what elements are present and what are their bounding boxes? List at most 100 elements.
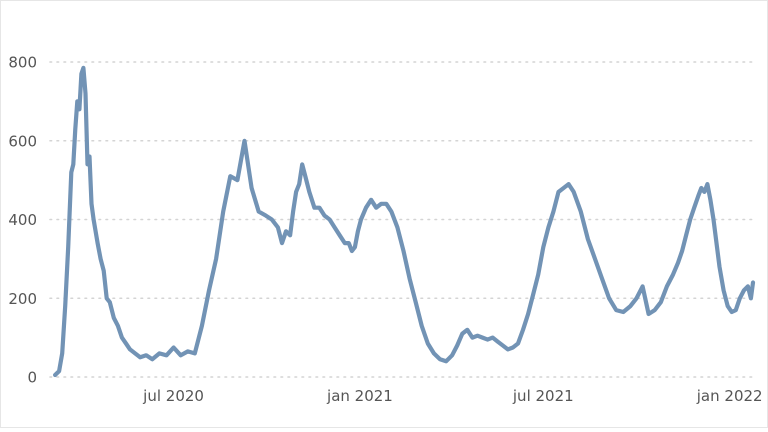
- data-point: [96, 241, 99, 245]
- data-point: [57, 369, 61, 373]
- data-point: [709, 198, 712, 201]
- data-point: [693, 206, 696, 209]
- data-point: [222, 210, 225, 213]
- data-point: [712, 218, 715, 221]
- data-point: [338, 234, 341, 237]
- y-tick-label: 800: [8, 54, 37, 72]
- data-point: [82, 66, 85, 70]
- data-point: [133, 352, 137, 355]
- data-point: [165, 354, 168, 357]
- series-line: [53, 65, 756, 378]
- x-tick-label: jan 2022: [696, 387, 763, 405]
- data-point: [562, 186, 565, 190]
- data-point: [298, 182, 301, 186]
- data-point: [742, 289, 746, 292]
- data-point: [99, 257, 102, 261]
- data-point: [308, 190, 311, 194]
- data-point: [375, 206, 378, 209]
- data-point: [288, 234, 292, 237]
- x-tick-label: jul 2020: [142, 387, 204, 405]
- data-point: [481, 336, 484, 339]
- data-point: [116, 324, 120, 327]
- data-point: [426, 342, 429, 345]
- data-point: [94, 230, 97, 233]
- data-point: [304, 175, 307, 178]
- data-point: [280, 241, 284, 245]
- data-point: [456, 344, 459, 347]
- data-point: [486, 338, 489, 341]
- data-point: [264, 214, 267, 217]
- data-point: [257, 210, 260, 213]
- data-point: [537, 273, 540, 276]
- data-point: [328, 218, 331, 221]
- gridlines: [49, 61, 756, 378]
- data-point: [90, 202, 93, 205]
- data-point: [718, 265, 721, 268]
- data-point: [547, 226, 550, 229]
- data-point: [496, 340, 499, 343]
- data-point: [751, 281, 755, 284]
- data-point: [734, 308, 737, 312]
- data-point: [128, 348, 132, 351]
- data-point: [63, 304, 67, 308]
- data-point: [369, 198, 373, 201]
- data-point: [746, 285, 750, 288]
- data-point: [86, 163, 89, 166]
- data-point: [72, 163, 75, 166]
- data-point: [501, 344, 504, 347]
- y-tick-label: 400: [8, 211, 37, 229]
- data-point: [313, 206, 316, 209]
- data-point: [108, 301, 112, 304]
- data-point: [402, 249, 405, 253]
- data-point: [207, 289, 211, 292]
- data-point: [172, 346, 175, 349]
- data-point: [684, 234, 688, 237]
- data-point: [214, 257, 218, 261]
- data-point: [726, 304, 729, 308]
- data-point: [521, 328, 525, 331]
- y-tick-label: 0: [27, 369, 37, 387]
- y-tick-label: 200: [8, 290, 37, 308]
- data-point: [586, 238, 590, 241]
- data-point: [697, 194, 700, 198]
- data-point: [659, 301, 662, 304]
- data-point: [680, 249, 684, 253]
- data-point: [347, 241, 350, 245]
- data-point: [622, 310, 625, 314]
- data-point: [70, 171, 73, 174]
- data-point: [102, 269, 105, 272]
- data-point: [722, 289, 725, 292]
- data-point: [476, 334, 479, 337]
- y-axis-ticks: 0 200 400 600 800: [8, 54, 37, 387]
- data-point: [749, 297, 753, 300]
- x-axis-ticks: jul 2020 jan 2021 jul 2021 jan 2022: [142, 387, 762, 405]
- data-point: [318, 206, 321, 209]
- data-point: [124, 342, 128, 345]
- data-point: [567, 182, 570, 186]
- data-point: [80, 72, 83, 76]
- data-point: [557, 190, 560, 194]
- data-point: [715, 241, 718, 245]
- data-point: [466, 328, 469, 331]
- data-point: [151, 358, 154, 361]
- data-point: [396, 226, 399, 229]
- data-point: [689, 218, 692, 221]
- data-point: [450, 354, 454, 357]
- data-point: [471, 336, 474, 339]
- data-point: [647, 312, 650, 316]
- data-point: [145, 354, 148, 357]
- data-point: [356, 230, 360, 233]
- data-point: [414, 301, 417, 304]
- data-point: [526, 312, 530, 316]
- data-point: [353, 245, 357, 249]
- data-point: [61, 352, 64, 355]
- data-point: [491, 336, 494, 339]
- data-point: [74, 127, 77, 131]
- data-point: [665, 285, 669, 288]
- data-point: [53, 373, 57, 377]
- data-point: [92, 218, 95, 221]
- data-point: [120, 336, 124, 339]
- data-point: [270, 218, 273, 221]
- data-point: [250, 186, 253, 190]
